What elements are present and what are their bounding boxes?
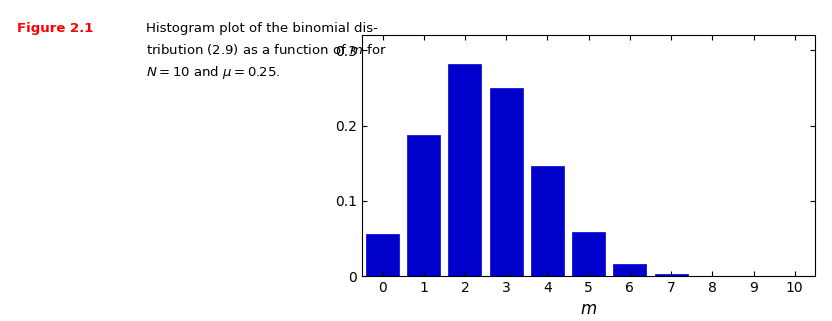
Bar: [366, 234, 399, 276]
Bar: [531, 166, 564, 276]
Bar: [655, 274, 687, 276]
Bar: [408, 135, 440, 276]
Text: Histogram plot of the binomial dis-
tribution (2.9) as a function of $m$ for
$N : Histogram plot of the binomial dis- trib…: [146, 22, 386, 81]
Bar: [572, 232, 605, 276]
Bar: [448, 64, 482, 276]
Bar: [613, 264, 646, 276]
Text: Figure 2.1: Figure 2.1: [17, 22, 93, 35]
Bar: [490, 88, 522, 276]
X-axis label: $m$: $m$: [580, 300, 597, 318]
